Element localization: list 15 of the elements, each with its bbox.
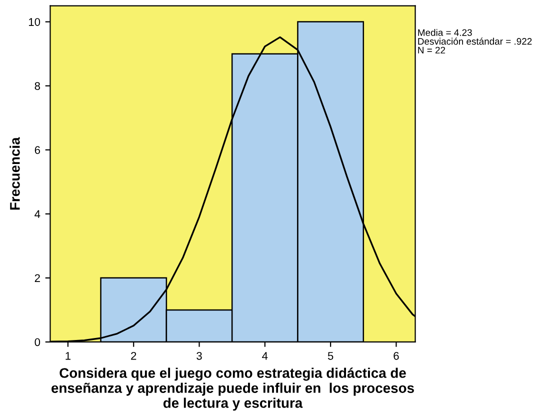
y-tick-label: 6 [34, 146, 40, 154]
y-tick-label: 2 [34, 274, 40, 282]
x-tick-label: 6 [394, 352, 399, 360]
x-tick-label: 3 [196, 352, 202, 360]
y-tick-label: 10 [28, 18, 40, 26]
x-tick-label: 2 [131, 352, 136, 360]
x-tick-label: 5 [328, 352, 334, 360]
x-tick-label: 1 [66, 352, 70, 360]
y-tick-label: 4 [34, 210, 40, 218]
x-axis-title: Considera que el juego como estrategia didáctica de enseñanza y aprendizaje puede influir en los procesos de lectura y escritura [52, 368, 414, 411]
y-tick-label: 8 [34, 82, 40, 90]
y-tick-label: 0 [34, 338, 40, 346]
y-axis-title: Frecuencia [10, 137, 20, 210]
x-tick-label: 4 [262, 352, 268, 360]
text: Media = 4.23 Desviación estándar = .922 N = 22 [418, 28, 532, 54]
